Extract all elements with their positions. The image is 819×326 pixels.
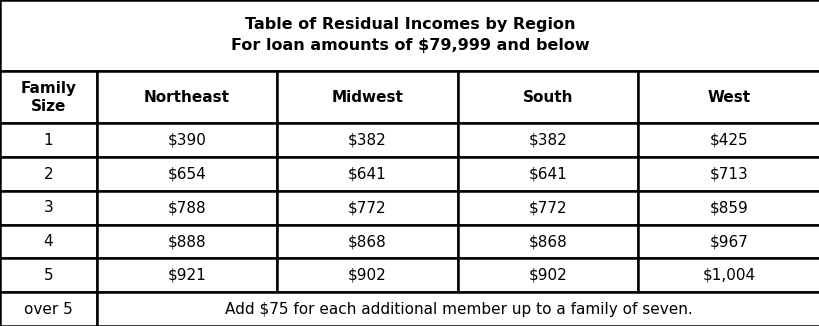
Bar (0, 191, 97, 225)
Bar (0, 71, 97, 124)
Text: $902: $902 (527, 268, 567, 283)
Bar (457, 124, 637, 157)
Bar (97, 157, 277, 191)
Bar (0, 124, 97, 157)
Bar (97, 259, 277, 292)
Text: Northeast: Northeast (144, 90, 229, 105)
Bar (457, 191, 637, 225)
Bar (0, 0, 819, 71)
Bar (277, 124, 457, 157)
Bar (0, 225, 97, 259)
Bar (97, 71, 277, 124)
Text: $921: $921 (167, 268, 206, 283)
Text: West: West (707, 90, 749, 105)
Text: $772: $772 (527, 200, 567, 215)
Text: $788: $788 (167, 200, 206, 215)
Text: $888: $888 (167, 234, 206, 249)
Text: $772: $772 (347, 200, 387, 215)
Bar (97, 292, 819, 326)
Bar (277, 225, 457, 259)
Text: $868: $868 (347, 234, 387, 249)
Bar (277, 259, 457, 292)
Text: $425: $425 (708, 133, 748, 148)
Text: $713: $713 (708, 167, 748, 182)
Bar (0, 157, 97, 191)
Text: over 5: over 5 (24, 302, 73, 317)
Text: $868: $868 (527, 234, 567, 249)
Bar (277, 71, 457, 124)
Bar (0, 292, 97, 326)
Bar (0, 259, 97, 292)
Text: $859: $859 (708, 200, 748, 215)
Text: 2: 2 (43, 167, 53, 182)
Text: $641: $641 (347, 167, 387, 182)
Bar (97, 124, 277, 157)
Text: $382: $382 (527, 133, 567, 148)
Text: $390: $390 (167, 133, 206, 148)
Bar (637, 191, 819, 225)
Bar (637, 225, 819, 259)
Bar (97, 191, 277, 225)
Bar (457, 259, 637, 292)
Text: 5: 5 (43, 268, 53, 283)
Text: 1: 1 (43, 133, 53, 148)
Bar (277, 191, 457, 225)
Text: $967: $967 (708, 234, 748, 249)
Bar (637, 71, 819, 124)
Text: Midwest: Midwest (331, 90, 403, 105)
Text: $902: $902 (347, 268, 387, 283)
Bar (457, 157, 637, 191)
Text: $1,004: $1,004 (702, 268, 754, 283)
Text: 4: 4 (43, 234, 53, 249)
Bar (637, 124, 819, 157)
Text: Add $75 for each additional member up to a family of seven.: Add $75 for each additional member up to… (224, 302, 691, 317)
Text: $641: $641 (527, 167, 567, 182)
Text: $654: $654 (167, 167, 206, 182)
Text: South: South (522, 90, 572, 105)
Bar (457, 225, 637, 259)
Bar (637, 259, 819, 292)
Bar (97, 225, 277, 259)
Bar (637, 157, 819, 191)
Text: 3: 3 (43, 200, 53, 215)
Bar (457, 71, 637, 124)
Bar (277, 157, 457, 191)
Text: Table of Residual Incomes by Region
For loan amounts of $79,999 and below: Table of Residual Incomes by Region For … (230, 17, 589, 53)
Text: Family
Size: Family Size (20, 81, 76, 113)
Text: $382: $382 (347, 133, 387, 148)
